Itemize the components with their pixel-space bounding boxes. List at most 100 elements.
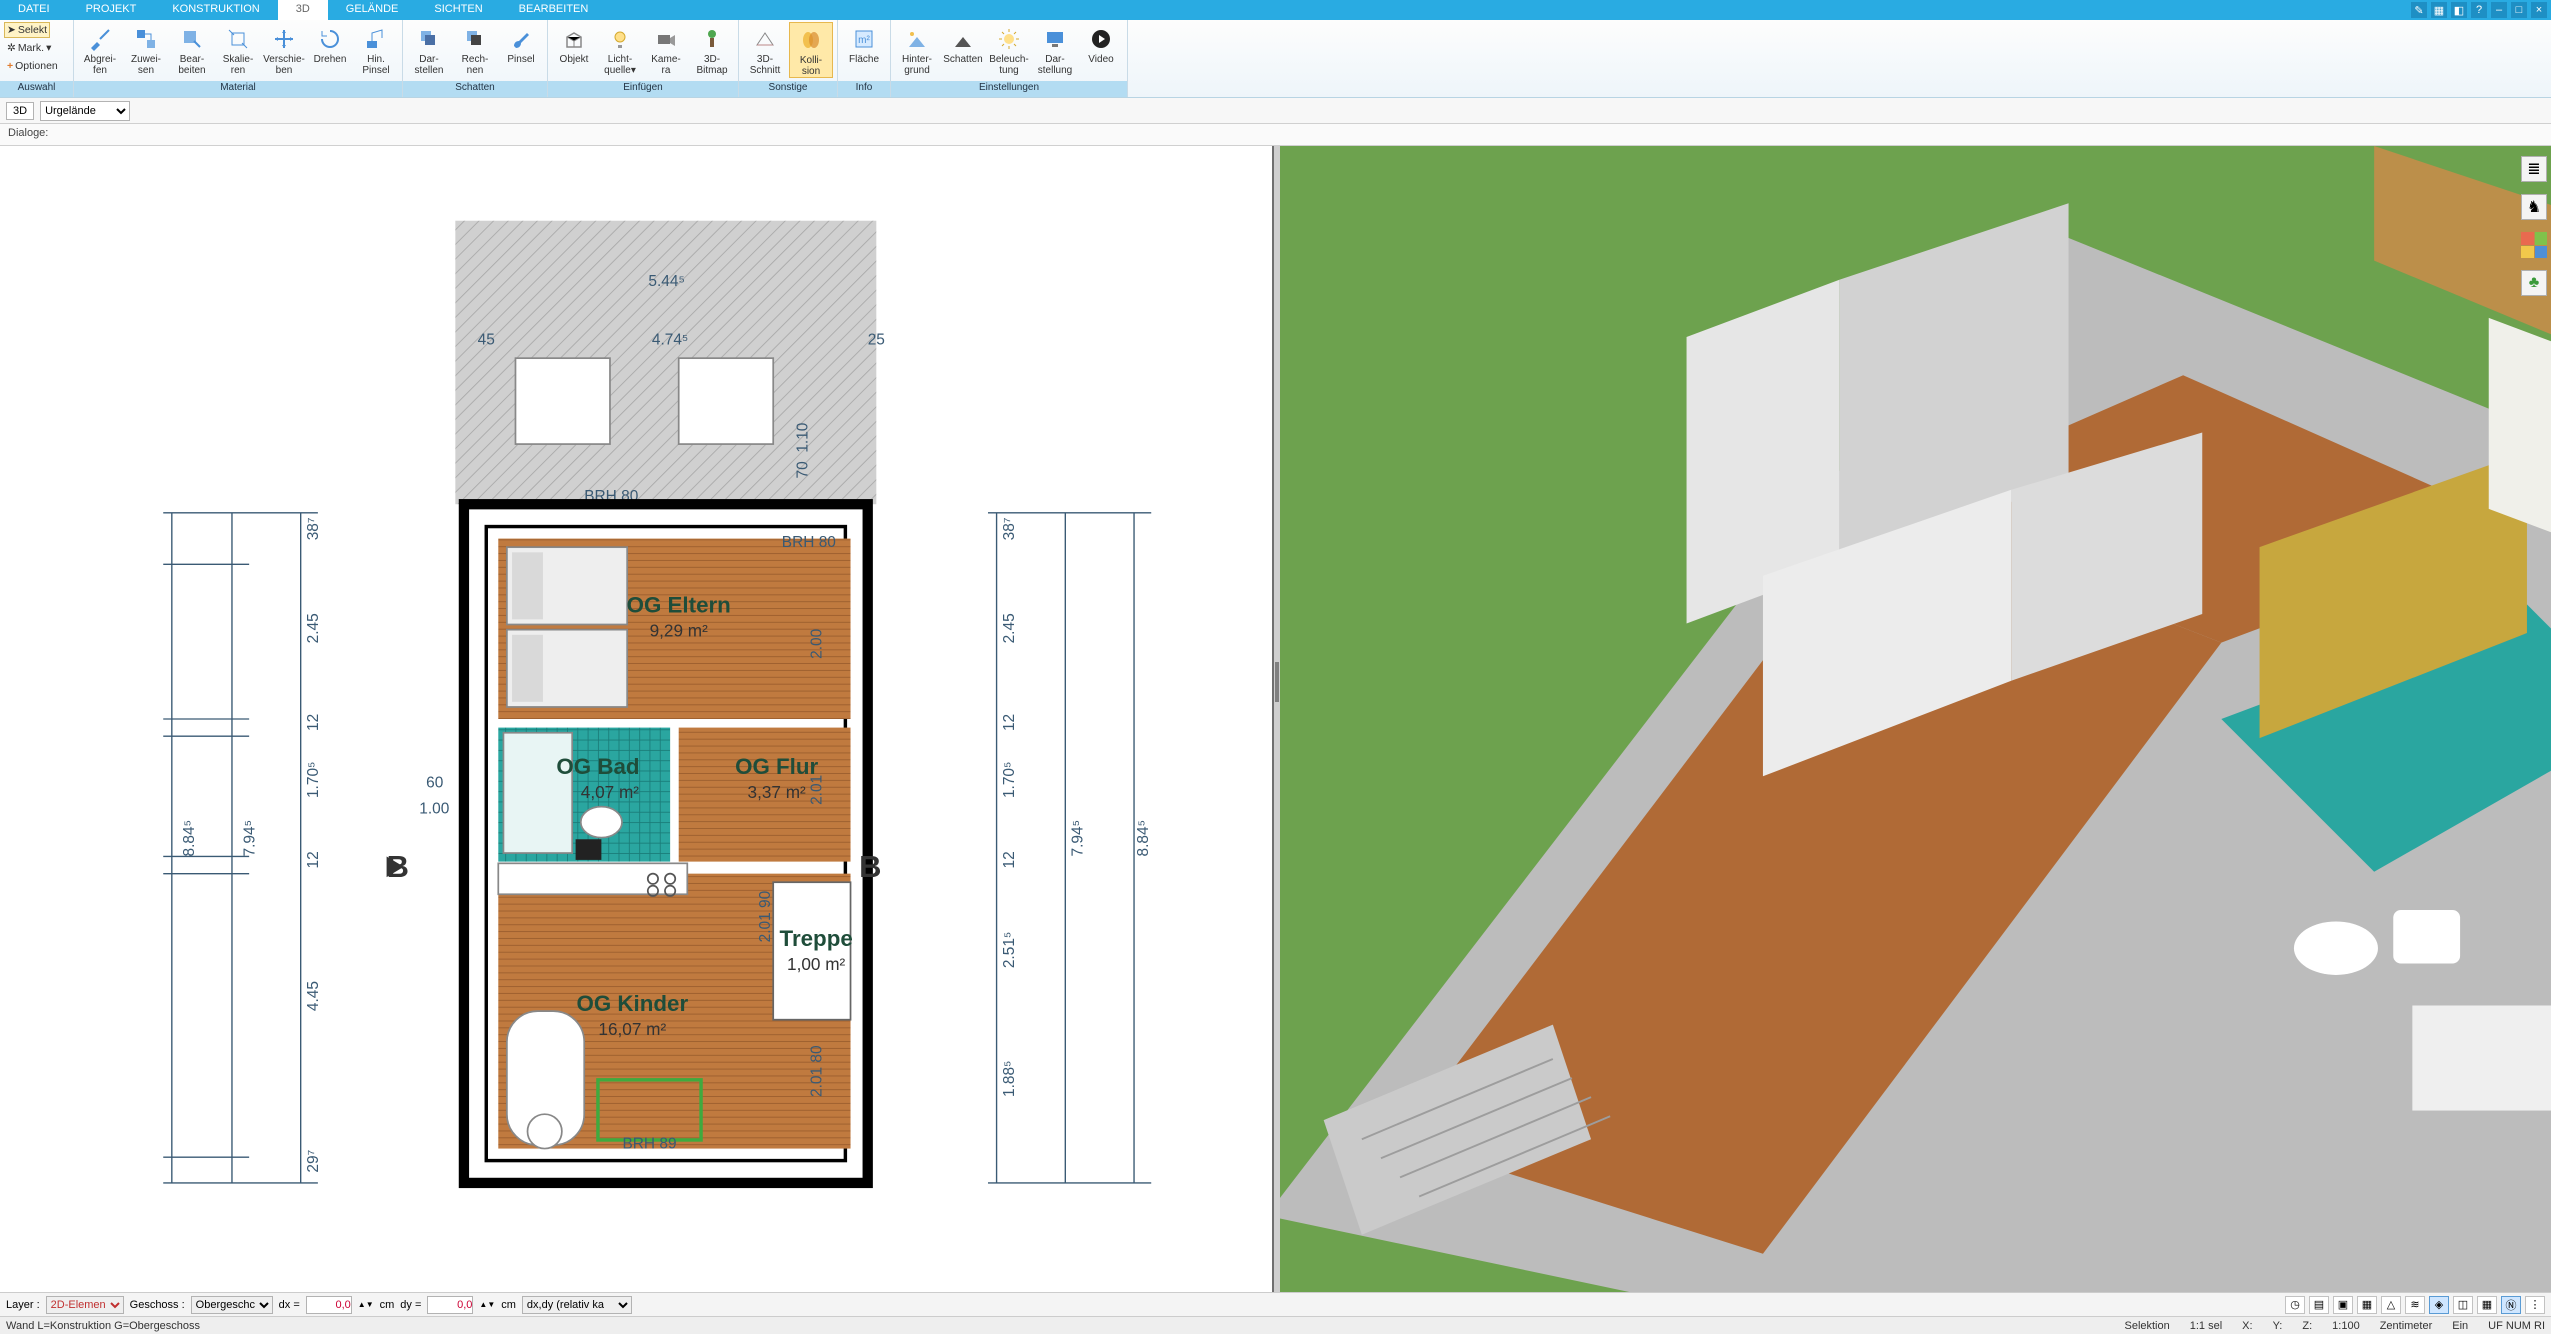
tab-sichten[interactable]: SICHTEN: [416, 0, 500, 20]
svg-text:4,07 m²: 4,07 m²: [581, 782, 639, 802]
video-button[interactable]: Video: [1079, 22, 1123, 65]
doc-icon[interactable]: ▤: [2309, 1296, 2329, 1314]
darstellen-button[interactable]: Dar-stellen: [407, 22, 451, 76]
tool-icon[interactable]: ◧: [2451, 2, 2467, 18]
kamera-button[interactable]: Kame-ra: [644, 22, 688, 76]
tab-gelaende[interactable]: GELÄNDE: [328, 0, 417, 20]
chair-icon[interactable]: ♞: [2521, 194, 2547, 220]
minimize-icon[interactable]: –: [2491, 2, 2507, 18]
svg-text:45: 45: [478, 331, 495, 348]
group-label-auswahl: Auswahl: [0, 81, 73, 97]
svg-text:4.74⁵: 4.74⁵: [652, 331, 688, 348]
geschoss-dropdown[interactable]: Obergeschc: [191, 1296, 273, 1314]
box-icon[interactable]: ◫: [2453, 1296, 2473, 1314]
dy-input[interactable]: [427, 1296, 473, 1314]
svg-text:OG Kinder: OG Kinder: [576, 991, 688, 1016]
clock-icon[interactable]: ◷: [2285, 1296, 2305, 1314]
mark-label: Mark.: [18, 42, 44, 54]
3dbitmap-button[interactable]: 3D-Bitmap: [690, 22, 734, 76]
skalieren-button[interactable]: Skalie-ren: [216, 22, 260, 76]
svg-text:1.10: 1.10: [795, 423, 812, 453]
status-bar: Wand L=Konstruktion G=Obergeschoss Selek…: [0, 1316, 2551, 1334]
kollision-button[interactable]: Kolli-sion: [789, 22, 833, 78]
dx-input[interactable]: [306, 1296, 352, 1314]
tree-icon[interactable]: ♣: [2521, 270, 2547, 296]
group-label-schatten: Schatten: [403, 81, 547, 97]
tab-3d[interactable]: 3D: [278, 0, 328, 20]
stack-icon[interactable]: ≋: [2405, 1296, 2425, 1314]
group-label-einfuegen: Einfügen: [548, 81, 738, 97]
hinpinsel-button[interactable]: Hin.Pinsel: [354, 22, 398, 76]
diamond-icon[interactable]: ◈: [2429, 1296, 2449, 1314]
optionen-button[interactable]: + Optionen: [4, 58, 61, 74]
svg-text:BRH 80: BRH 80: [782, 534, 836, 551]
lichtquelle-button[interactable]: Licht-quelle▾: [598, 22, 642, 76]
north-icon[interactable]: Ⓝ: [2501, 1296, 2521, 1314]
bottom-toolbar: Layer : 2D-Elemen Geschoss : Obergeschc …: [0, 1292, 2551, 1316]
verschieben-button[interactable]: Verschie-ben: [262, 22, 306, 76]
floorplan-pane[interactable]: 5.44⁵ 4.74⁵ 45 25 BRH 80: [0, 146, 1274, 1292]
svg-text:5.44⁵: 5.44⁵: [648, 273, 684, 290]
workspace: 5.44⁵ 4.74⁵ 45 25 BRH 80: [0, 146, 2551, 1292]
pinsel-button[interactable]: Pinsel: [499, 22, 543, 65]
svg-text:7.94⁵: 7.94⁵: [241, 820, 258, 856]
status-left: Wand L=Konstruktion G=Obergeschoss: [6, 1320, 200, 1332]
svg-text:2.45: 2.45: [305, 613, 322, 643]
bearbeiten-button[interactable]: Bear-beiten: [170, 22, 214, 76]
tab-bearbeiten[interactable]: BEARBEITEN: [501, 0, 607, 20]
layers2-icon[interactable]: ▦: [2357, 1296, 2377, 1314]
help-icon[interactable]: ?: [2471, 2, 2487, 18]
optionen-label: Optionen: [15, 60, 58, 72]
layer-dropdown[interactable]: 2D-Elemen: [46, 1296, 124, 1314]
zuweisen-button[interactable]: Zuwei-sen: [124, 22, 168, 76]
objekt-button[interactable]: Objekt: [552, 22, 596, 65]
color-swatch-icon[interactable]: [2521, 232, 2547, 258]
more-icon[interactable]: ⋮: [2525, 1296, 2545, 1314]
svg-text:12: 12: [305, 714, 322, 731]
selekt-button[interactable]: ➤ Selekt: [4, 22, 50, 38]
abgreifen-button[interactable]: Abgrei-fen: [78, 22, 122, 76]
close-icon[interactable]: ×: [2531, 2, 2547, 18]
tab-datei[interactable]: DATEI: [0, 0, 68, 20]
3d-view-pane[interactable]: ≣ ♞ ♣: [1280, 146, 2551, 1292]
svg-text:16,07 m²: 16,07 m²: [598, 1019, 666, 1039]
cam-icon[interactable]: ▣: [2333, 1296, 2353, 1314]
svg-text:12: 12: [1001, 851, 1018, 868]
dx-label: dx =: [279, 1299, 300, 1311]
unit-cm: cm: [380, 1299, 395, 1311]
status-unit: Zentimeter: [2380, 1320, 2433, 1332]
grid-icon[interactable]: ▦: [2477, 1296, 2497, 1314]
right-palette: ≣ ♞ ♣: [2521, 156, 2547, 296]
flaeche-button[interactable]: m²Fläche: [842, 22, 886, 65]
status-selektion: Selektion: [2124, 1320, 2169, 1332]
window-controls: ✎ ▦ ◧ ? – □ ×: [2411, 0, 2551, 20]
darstellung-button[interactable]: Dar-stellung: [1033, 22, 1077, 76]
svg-text:2.00: 2.00: [808, 629, 825, 659]
layer-select[interactable]: Urgelände: [40, 101, 130, 121]
layers-icon[interactable]: ≣: [2521, 156, 2547, 182]
rechnen-button[interactable]: Rech-nen: [453, 22, 497, 76]
svg-text:OG Eltern: OG Eltern: [627, 592, 731, 617]
tool-icon[interactable]: ✎: [2411, 2, 2427, 18]
group-label-sonstige: Sonstige: [739, 81, 837, 97]
svg-text:8.84⁵: 8.84⁵: [181, 820, 198, 856]
beleuchtung-button[interactable]: Beleuch-tung: [987, 22, 1031, 76]
tab-konstruktion[interactable]: KONSTRUKTION: [154, 0, 277, 20]
hintergrund-button[interactable]: Hinter-grund: [895, 22, 939, 76]
tool-icon[interactable]: ▦: [2431, 2, 2447, 18]
mode-dropdown[interactable]: dx,dy (relativ ka: [522, 1296, 632, 1314]
svg-text:1,00 m²: 1,00 m²: [787, 954, 845, 974]
schatten-button[interactable]: Schatten: [941, 22, 985, 65]
3dschnitt-button[interactable]: 3D-Schnitt: [743, 22, 787, 76]
drehen-button[interactable]: Drehen: [308, 22, 352, 65]
menu-tabs: DATEI PROJEKT KONSTRUKTION 3D GELÄNDE SI…: [0, 0, 2551, 20]
tri-icon[interactable]: △: [2381, 1296, 2401, 1314]
svg-text:25: 25: [868, 331, 885, 348]
sub-toolbar: 3D Urgelände: [0, 98, 2551, 124]
svg-text:1.70⁵: 1.70⁵: [305, 762, 322, 798]
tab-projekt[interactable]: PROJEKT: [68, 0, 155, 20]
svg-text:2.01: 2.01: [808, 775, 825, 805]
maximize-icon[interactable]: □: [2511, 2, 2527, 18]
svg-text:29⁷: 29⁷: [305, 1150, 322, 1173]
mark-button[interactable]: ✲ Mark.▾: [4, 40, 54, 56]
